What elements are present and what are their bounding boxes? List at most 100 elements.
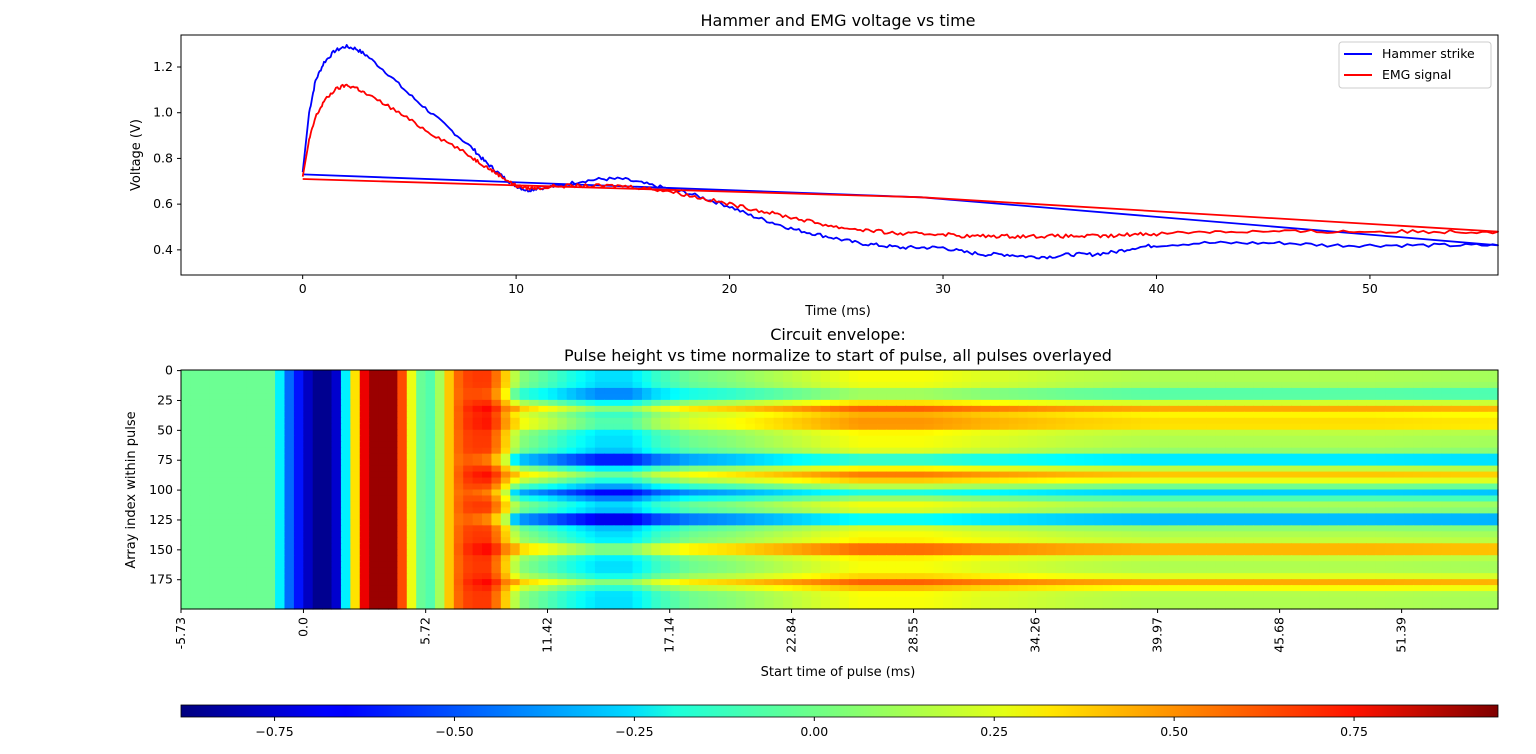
heatmap-cell [275, 513, 286, 520]
heatmap-cell [510, 495, 521, 503]
heatmap-cell [284, 399, 295, 407]
heatmap-cell [434, 549, 445, 556]
heatmap-cell [1084, 525, 1095, 532]
heatmap-cell [218, 370, 229, 377]
heatmap-cell [764, 471, 775, 479]
heatmap-cell [1065, 453, 1076, 461]
heatmap-cell [1234, 471, 1245, 479]
heatmap-cell [538, 537, 549, 544]
heatmap-cell [1347, 549, 1358, 556]
heatmap-cell [500, 399, 511, 407]
heatmap-cell [228, 399, 239, 407]
heatmap-cell [1432, 393, 1443, 401]
heatmap-cell [971, 525, 982, 532]
heatmap-cell [303, 370, 314, 377]
heatmap-cell [1206, 513, 1217, 520]
heatmap-cell [199, 471, 210, 479]
heatmap-cell [1309, 405, 1320, 413]
heatmap-cell [867, 453, 878, 461]
heatmap-cell [1460, 429, 1471, 437]
heatmap-cell [444, 375, 455, 383]
heatmap-cell [924, 411, 935, 419]
heatmap-cell [698, 423, 709, 431]
heatmap-cell [1225, 453, 1236, 461]
heatmap-cell [952, 489, 963, 497]
heatmap-cell [895, 399, 906, 407]
heatmap-cell [1178, 375, 1189, 383]
heatmap-cell [990, 453, 1001, 461]
heatmap-cell [952, 477, 963, 485]
heatmap-cell [990, 561, 1001, 568]
heatmap-cell [322, 447, 333, 455]
heatmap-cell [1356, 381, 1367, 389]
heatmap-cell [566, 411, 577, 419]
legend-label-hammer-strike: Hammer strike [1382, 46, 1475, 61]
heatmap-cell [359, 531, 370, 538]
heatmap-cell [350, 507, 361, 514]
heatmap-cell [1272, 525, 1283, 532]
heatmap-cell [303, 399, 314, 407]
heatmap-cell [745, 417, 756, 425]
heatmap-cell [830, 375, 841, 383]
heatmap-cell [397, 387, 408, 395]
heatmap-cell [453, 567, 464, 574]
heatmap-cell [434, 417, 445, 425]
heatmap-cell [990, 465, 1001, 473]
heatmap-cell [895, 483, 906, 491]
heatmap-cell [500, 483, 511, 491]
heatmap-cell [529, 471, 540, 479]
heatmap-cell [350, 495, 361, 503]
heatmap-cell [406, 507, 417, 514]
heatmap-cell [1460, 495, 1471, 503]
heatmap-cell [594, 393, 605, 401]
heatmap-cell [1159, 567, 1170, 574]
heatmap-cell [557, 417, 568, 425]
heatmap-cell [218, 549, 229, 556]
heatmap-cell [359, 543, 370, 550]
heatmap-cell [378, 507, 389, 514]
heatmap-cell [1385, 405, 1396, 413]
heatmap-cell [745, 495, 756, 503]
heatmap-cell [867, 429, 878, 437]
heatmap-cell [397, 543, 408, 550]
heatmap-cell [284, 495, 295, 503]
heatmap-cell [463, 543, 474, 550]
heatmap-cell [331, 555, 342, 562]
heatmap-cell [1309, 387, 1320, 395]
heatmap-cell [1253, 465, 1264, 473]
heatmap-cell [1262, 441, 1273, 449]
heatmap-cell [387, 549, 398, 556]
heatmap-cell [585, 435, 596, 443]
heatmap-cell [1385, 447, 1396, 455]
heatmap-cell [350, 387, 361, 395]
heatmap-cell [745, 435, 756, 443]
heatmap-cell [434, 459, 445, 467]
heatmap-cell [1328, 483, 1339, 491]
heatmap-cell [585, 417, 596, 425]
heatmap-cell [942, 495, 953, 503]
heatmap-cell [228, 477, 239, 485]
heatmap-cell [303, 519, 314, 526]
heatmap-cell [463, 405, 474, 413]
heatmap-cell [839, 513, 850, 520]
heatmap-cell [604, 393, 615, 401]
heatmap-cell [1291, 549, 1302, 556]
heatmap-cell [519, 381, 530, 389]
heatmap-cell [1328, 387, 1339, 395]
heatmap-cell [839, 525, 850, 532]
heatmap-cell [199, 537, 210, 544]
heatmap-cell [340, 495, 351, 503]
heatmap-cell [1234, 567, 1245, 574]
heatmap-cell [726, 423, 737, 431]
heatmap-cell [293, 573, 304, 580]
heatmap-cell [783, 417, 794, 425]
heatmap-cell [1394, 537, 1405, 544]
heatmap-cell [783, 375, 794, 383]
heatmap-cell [322, 561, 333, 568]
heatmap-cell [745, 399, 756, 407]
heatmap-cell [670, 435, 681, 443]
heatmap-cell [688, 489, 699, 497]
heatmap-cell [1262, 435, 1273, 443]
heatmap-cell [218, 441, 229, 449]
heatmap-cell [820, 477, 831, 485]
